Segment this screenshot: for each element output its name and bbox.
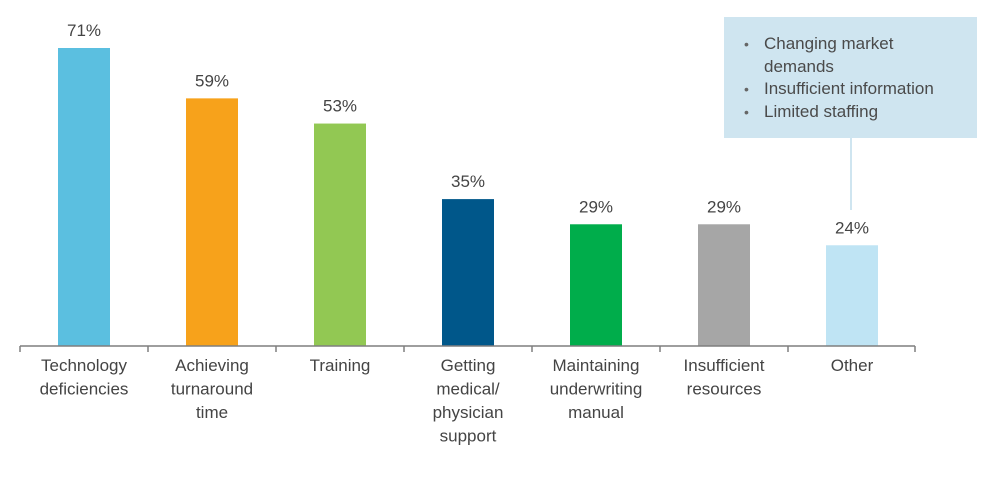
data-label: 59%: [195, 71, 229, 90]
data-label: 24%: [835, 218, 869, 237]
category-label: deficiencies: [40, 380, 129, 399]
other-callout: Changing market demands Insufficient inf…: [724, 17, 977, 138]
category-label: Getting: [441, 356, 496, 375]
bar: [570, 224, 622, 346]
bar: [698, 224, 750, 346]
category-label: Insufficient: [684, 356, 765, 375]
category-label: turnaround: [171, 380, 253, 399]
data-label: 53%: [323, 97, 357, 116]
category-label: Achieving: [175, 356, 249, 375]
bar: [314, 123, 366, 347]
bar: [58, 48, 110, 346]
bar: [826, 245, 878, 346]
category-label: manual: [568, 403, 624, 422]
data-label: 35%: [451, 172, 485, 191]
category-label: Technology: [41, 356, 128, 375]
category-label: Maintaining: [553, 356, 640, 375]
category-label: physician: [433, 403, 504, 422]
data-label: 29%: [579, 197, 613, 216]
category-label: resources: [687, 380, 762, 399]
category-label: Other: [831, 356, 874, 375]
category-label: underwriting: [550, 380, 643, 399]
category-label: time: [196, 403, 228, 422]
callout-connector: [850, 138, 852, 210]
category-label: Training: [310, 356, 371, 375]
bar: [442, 199, 494, 346]
data-label: 29%: [707, 197, 741, 216]
callout-item: Insufficient information: [744, 78, 967, 101]
bar: [186, 98, 238, 346]
category-label: medical/: [436, 380, 500, 399]
callout-item: Changing market demands: [744, 33, 967, 78]
data-label: 71%: [67, 21, 101, 40]
callout-item: Limited staffing: [744, 101, 967, 124]
category-label: support: [440, 427, 497, 446]
